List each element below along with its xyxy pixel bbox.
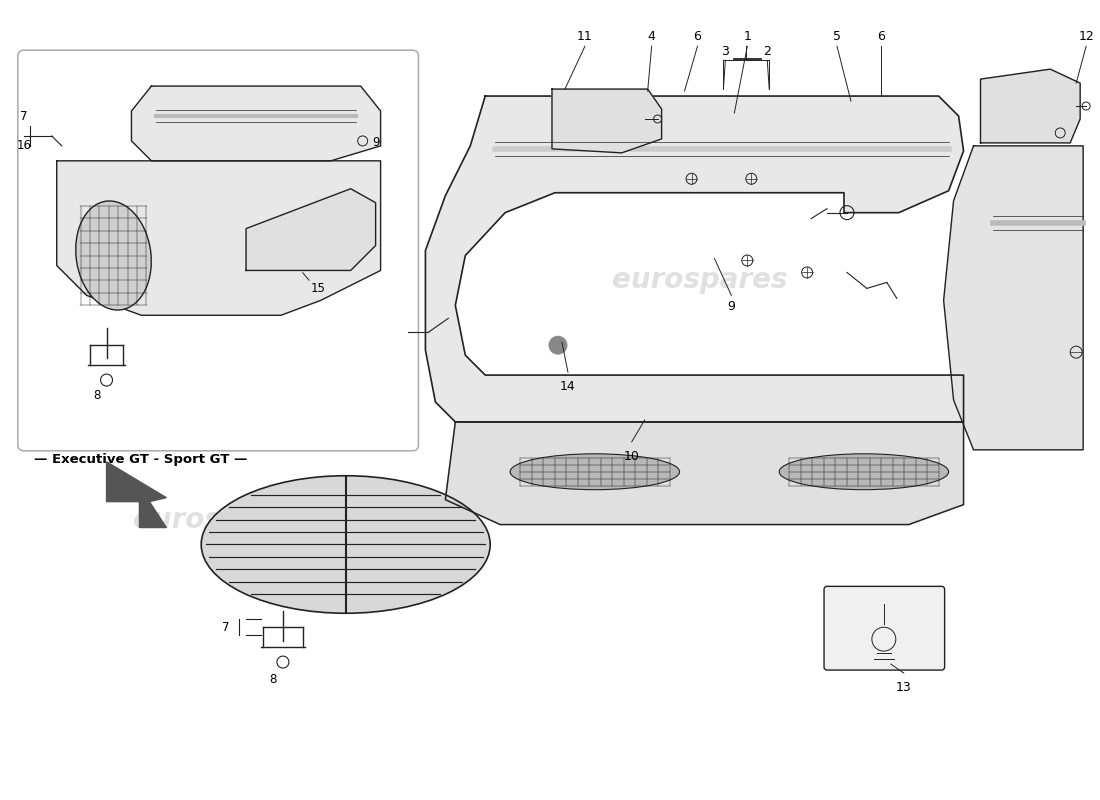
Text: eurospares: eurospares (133, 506, 309, 534)
Text: 13: 13 (895, 681, 912, 694)
Polygon shape (57, 161, 381, 315)
Text: 3: 3 (722, 45, 729, 58)
Circle shape (549, 336, 566, 354)
Text: 2: 2 (763, 45, 771, 58)
Polygon shape (446, 422, 964, 525)
Text: 7: 7 (221, 621, 229, 634)
FancyBboxPatch shape (824, 586, 945, 670)
Polygon shape (107, 462, 166, 527)
Polygon shape (246, 189, 375, 270)
Text: 6: 6 (877, 30, 884, 43)
Text: 7: 7 (20, 110, 28, 123)
Polygon shape (132, 86, 381, 161)
Text: eurospares: eurospares (612, 266, 788, 294)
Text: eurospares: eurospares (631, 466, 807, 494)
Ellipse shape (76, 201, 152, 310)
Text: 15: 15 (311, 282, 326, 295)
Text: 4: 4 (648, 30, 656, 43)
Text: 9: 9 (727, 300, 735, 314)
Polygon shape (426, 96, 964, 422)
Text: 5: 5 (833, 30, 842, 43)
Ellipse shape (201, 476, 491, 614)
Text: 10: 10 (624, 450, 640, 463)
Text: 8: 8 (270, 673, 277, 686)
Text: 16: 16 (16, 139, 31, 152)
Text: 8: 8 (92, 389, 100, 402)
Text: 11: 11 (578, 30, 593, 43)
Text: 6: 6 (693, 30, 702, 43)
Text: 9: 9 (373, 136, 381, 150)
Ellipse shape (510, 454, 680, 490)
Text: 1: 1 (744, 30, 751, 43)
Polygon shape (552, 89, 661, 153)
Text: 12: 12 (1078, 30, 1094, 43)
Text: 14: 14 (560, 380, 575, 393)
Polygon shape (980, 69, 1080, 143)
Ellipse shape (779, 454, 948, 490)
Text: — Executive GT - Sport GT —: — Executive GT - Sport GT — (34, 453, 248, 466)
Text: eurospares: eurospares (133, 266, 309, 294)
Polygon shape (944, 146, 1084, 450)
